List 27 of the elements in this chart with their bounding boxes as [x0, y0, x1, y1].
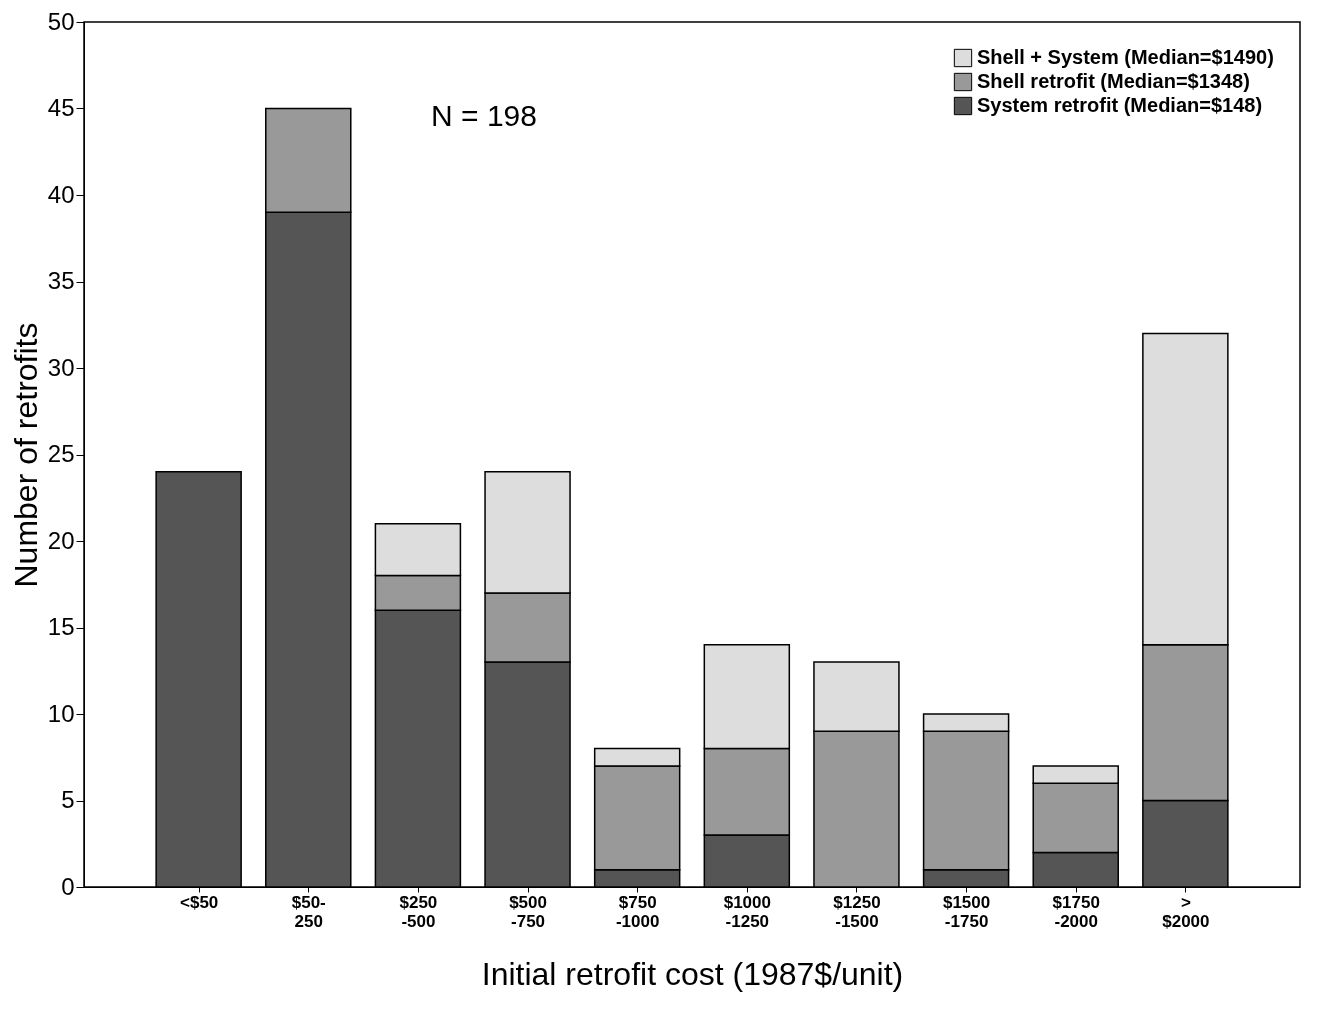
y-axis-title: Number of retrofits: [7, 322, 44, 588]
y-tick-label: 35: [47, 267, 75, 294]
x-tick-label: $1250 -1500: [833, 892, 881, 931]
legend-label: System retrofit (Median=$148): [977, 94, 1263, 116]
y-tick-label: 25: [47, 440, 75, 467]
y-tick-label: 30: [47, 353, 75, 381]
x-tick-label: $750 -1000: [615, 892, 660, 931]
y-tick-label: 10: [47, 699, 75, 727]
y-tick-label: 50: [47, 7, 75, 35]
y-tick-label: 5: [61, 786, 75, 813]
y-tick-label: 20: [47, 526, 75, 554]
y-tick-label: 45: [47, 94, 75, 121]
y-tick-label: 40: [47, 180, 75, 208]
x-tick-label: $1750 -2000: [1052, 892, 1100, 931]
legend-label: Shell + System (Median=$1490): [977, 46, 1274, 68]
x-tick-label: $250 -500: [399, 892, 438, 931]
x-tick-label: $1500 -1750: [942, 892, 991, 931]
y-tick-label: 15: [47, 613, 75, 640]
x-tick-label: $500 -750: [509, 892, 547, 931]
legend-label: Shell retrofit (Median=$1348): [977, 70, 1250, 92]
y-tick-label: 0: [61, 872, 75, 900]
x-tick-label: $50- 250: [291, 892, 326, 931]
x-axis-title: Initial retrofit cost (1987$/unit): [481, 955, 904, 992]
x-tick-label: $1000 -1250: [723, 892, 771, 931]
annotation: N = 198: [431, 99, 537, 132]
x-tick-label: > $2000: [1162, 892, 1210, 931]
x-tick-label: <$50: [179, 892, 219, 912]
